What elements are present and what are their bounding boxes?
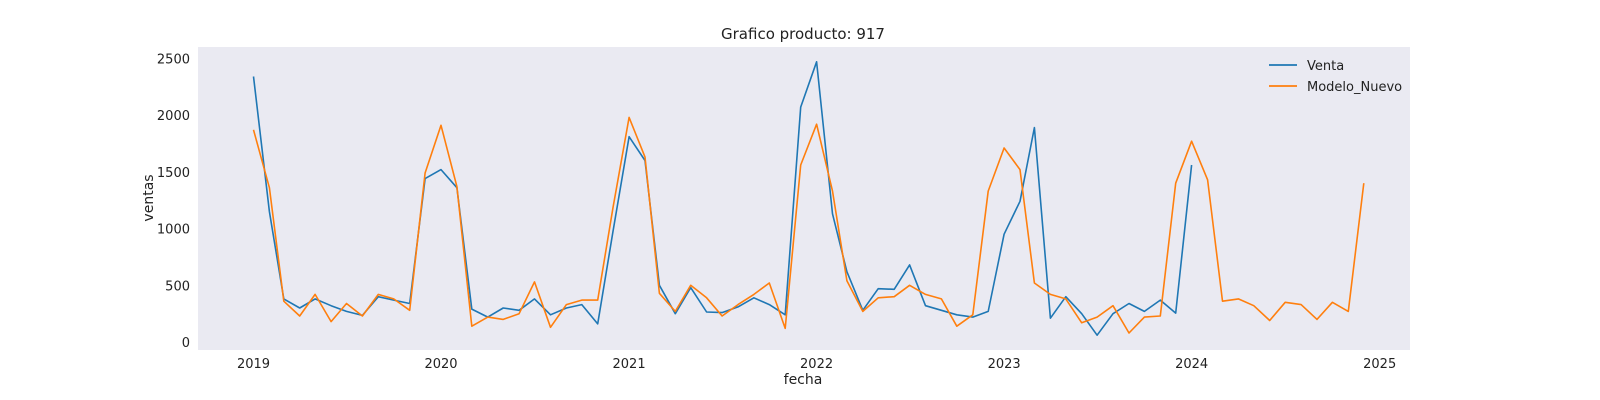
x-tick-label-6: 2025 <box>1363 357 1396 372</box>
y-tick-label-1: 500 <box>165 279 190 294</box>
legend: Venta Modelo_Nuevo <box>1269 59 1402 95</box>
y-axis-ticks: 0 500 1000 1500 2000 2500 <box>157 52 190 351</box>
y-tick-label-3: 1500 <box>157 166 190 181</box>
legend-label-0: Venta <box>1307 59 1344 74</box>
y-tick-label-5: 2500 <box>157 52 190 67</box>
x-tick-label-0: 2019 <box>237 357 270 372</box>
legend-label-1: Modelo_Nuevo <box>1307 80 1402 95</box>
series-line-1 <box>252 116 1365 334</box>
x-axis-label: fecha <box>784 372 823 388</box>
plot-area <box>198 47 1410 350</box>
y-tick-label-4: 2000 <box>157 109 190 124</box>
y-tick-label-2: 1000 <box>157 223 190 238</box>
x-tick-label-4: 2023 <box>988 357 1021 372</box>
x-tick-label-3: 2022 <box>800 357 833 372</box>
y-axis-label: ventas <box>141 174 157 221</box>
x-axis-ticks: 2019 2020 2021 2022 2023 2024 2025 <box>237 357 1396 372</box>
series-layer <box>252 60 1365 337</box>
x-tick-label-5: 2024 <box>1175 357 1208 372</box>
y-tick-label-0: 0 <box>182 336 190 351</box>
chart-title: Grafico producto: 917 <box>721 25 885 43</box>
x-tick-label-1: 2020 <box>424 357 457 372</box>
x-tick-label-2: 2021 <box>613 357 646 372</box>
